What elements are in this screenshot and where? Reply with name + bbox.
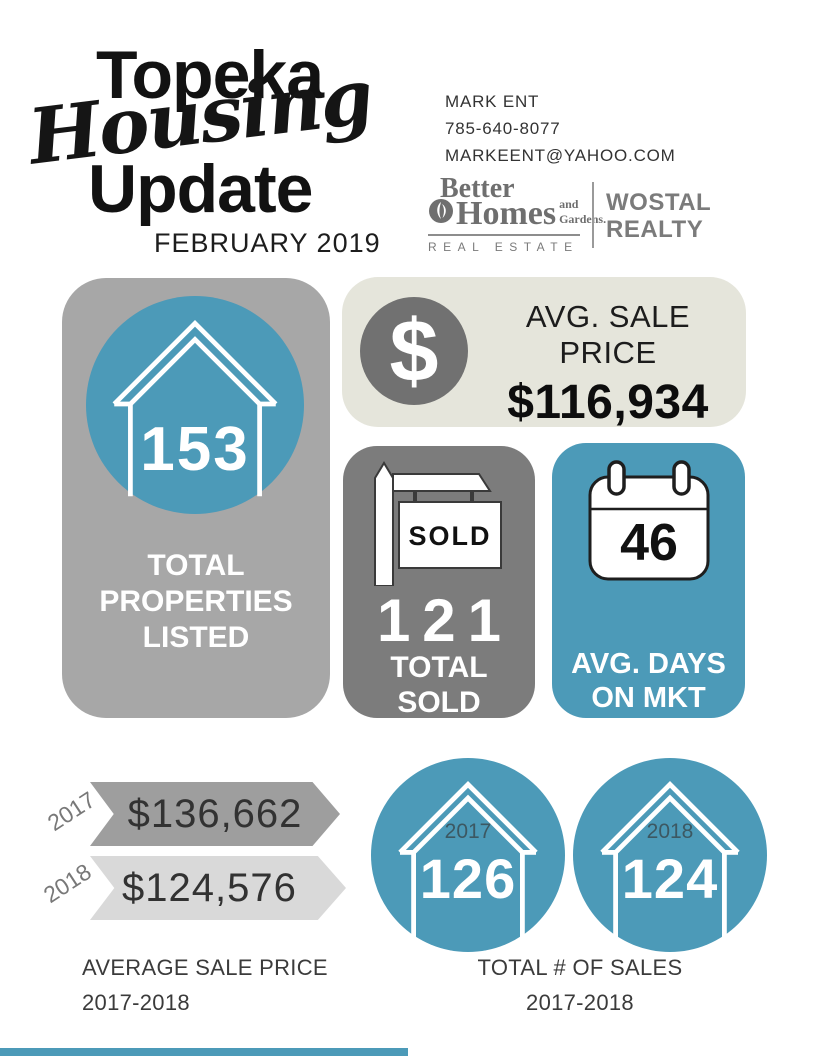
price-year-2017-label: 2017 — [42, 786, 100, 836]
logo-and-gardens-text: and Gardens. — [559, 197, 607, 226]
better-homes-gardens-logo: Better Homes and Gardens. REAL ESTATE — [428, 173, 606, 254]
price-year-2018-label: 2018 — [38, 858, 96, 908]
sales-2017-count: 126 — [419, 847, 517, 910]
avg-days-on-market-card: 46 AVG. DAYS ON MKT — [552, 443, 745, 718]
office-name-line2: REALTY — [606, 216, 704, 243]
total-properties-listed-card: 153 TOTAL PROPERTIES LISTED — [62, 278, 330, 718]
page-subtitle-month: FEBRUARY 2019 — [154, 228, 381, 258]
sales-2018-circle: 2018 124 — [573, 758, 767, 952]
price-2018-value: $124,576 — [122, 865, 297, 910]
sales-comparison-caption: TOTAL # OF SALES 2017-2018 — [477, 955, 683, 1015]
calendar-icon: 46 — [586, 459, 712, 588]
avg-sale-price-card: $ AVG. SALE PRICE $116,934 — [342, 277, 746, 429]
total-sold-card: SOLD 121 TOTAL SOLD — [343, 446, 535, 719]
listed-count: 153 — [140, 415, 250, 484]
sold-label: TOTAL SOLD — [390, 651, 488, 719]
agent-email: MARKEENT@YAHOO.COM — [445, 146, 676, 165]
price-2018-banner: $124,576 — [90, 856, 346, 920]
price-2017-value: $136,662 — [127, 791, 303, 836]
svg-text:46: 46 — [620, 514, 678, 572]
sales-2017-circle: 2017 126 — [371, 758, 565, 952]
logo-better-text: Better — [440, 173, 515, 204]
bottom-accent-bar — [0, 1048, 408, 1056]
listed-circle-badge: 153 — [86, 296, 304, 514]
avg-sale-price-label: AVG. SALE PRICE — [525, 299, 691, 370]
logo-real-estate-text: REAL ESTATE — [428, 240, 579, 254]
sales-2017-year: 2017 — [444, 820, 492, 843]
sold-sign-icon: SOLD — [367, 458, 509, 591]
sold-count: 121 — [376, 587, 514, 654]
house-outline-icon — [100, 306, 290, 509]
page-title-update: Update — [88, 151, 313, 227]
leaf-icon — [428, 198, 454, 229]
house-outline-icon — [590, 770, 750, 947]
price-2017-banner: $136,662 — [90, 782, 340, 846]
page-title-topeka: Topeka — [96, 37, 324, 113]
agent-name: MARK ENT — [445, 92, 540, 111]
sales-2018-count: 124 — [621, 847, 719, 910]
avg-sale-price-value: $116,934 — [507, 376, 709, 429]
logo-divider-line — [592, 182, 594, 248]
logo-homes-text: Homes — [456, 195, 557, 232]
listed-label: TOTAL PROPERTIES LISTED — [99, 549, 293, 654]
office-name-block: WOSTAL REALTY — [606, 189, 711, 243]
dollar-icon: $ — [360, 297, 468, 405]
sales-2018-year: 2018 — [646, 820, 694, 843]
days-on-market-label: AVG. DAYS ON MKT — [571, 648, 726, 714]
office-name-line1: WOSTAL — [606, 189, 712, 216]
house-outline-icon — [388, 770, 548, 947]
agent-contact-block: MARK ENT 785-640-8077 MARKEENT@YAHOO.COM — [445, 88, 676, 169]
svg-text:SOLD: SOLD — [408, 521, 491, 551]
agent-phone: 785-640-8077 — [445, 119, 561, 138]
price-comparison-caption: AVERAGE SALE PRICE 2017-2018 — [82, 955, 328, 1015]
logo-rule — [428, 234, 580, 236]
